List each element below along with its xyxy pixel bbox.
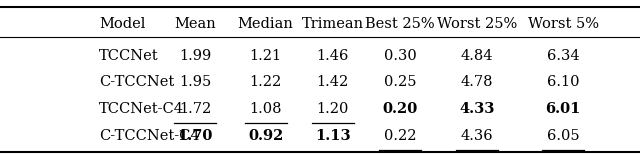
Text: 6.10: 6.10 bbox=[547, 75, 579, 89]
Text: Worst 5%: Worst 5% bbox=[528, 17, 598, 31]
Text: 6.34: 6.34 bbox=[547, 49, 579, 63]
Text: 1.95: 1.95 bbox=[179, 75, 211, 89]
Text: 0.22: 0.22 bbox=[384, 129, 416, 143]
Text: Mean: Mean bbox=[174, 17, 216, 31]
Text: 4.78: 4.78 bbox=[461, 75, 493, 89]
Text: 4.33: 4.33 bbox=[459, 102, 495, 116]
Text: 6.01: 6.01 bbox=[545, 102, 581, 116]
Text: TCCNet: TCCNet bbox=[99, 49, 159, 63]
Text: Worst 25%: Worst 25% bbox=[436, 17, 517, 31]
Text: 4.36: 4.36 bbox=[461, 129, 493, 143]
Text: 1.21: 1.21 bbox=[250, 49, 282, 63]
Text: TCCNet-C4: TCCNet-C4 bbox=[99, 102, 184, 116]
Text: Trimean: Trimean bbox=[301, 17, 364, 31]
Text: Median: Median bbox=[237, 17, 294, 31]
Text: 1.99: 1.99 bbox=[179, 49, 211, 63]
Text: 1.20: 1.20 bbox=[317, 102, 349, 116]
Text: 1.72: 1.72 bbox=[179, 102, 211, 116]
Text: 1.46: 1.46 bbox=[317, 49, 349, 63]
Text: 1.08: 1.08 bbox=[250, 102, 282, 116]
Text: 0.30: 0.30 bbox=[383, 49, 417, 63]
Text: 4.84: 4.84 bbox=[461, 49, 493, 63]
Text: Best 25%: Best 25% bbox=[365, 17, 435, 31]
Text: 0.92: 0.92 bbox=[248, 129, 284, 143]
Text: 1.22: 1.22 bbox=[250, 75, 282, 89]
Text: C-TCCNet-C4: C-TCCNet-C4 bbox=[99, 129, 200, 143]
Text: 1.70: 1.70 bbox=[177, 129, 213, 143]
Text: 6.05: 6.05 bbox=[547, 129, 579, 143]
Text: 0.20: 0.20 bbox=[382, 102, 418, 116]
Text: Model: Model bbox=[99, 17, 145, 31]
Text: 0.25: 0.25 bbox=[384, 75, 416, 89]
Text: C-TCCNet: C-TCCNet bbox=[99, 75, 175, 89]
Text: 1.42: 1.42 bbox=[317, 75, 349, 89]
Text: 1.13: 1.13 bbox=[315, 129, 351, 143]
